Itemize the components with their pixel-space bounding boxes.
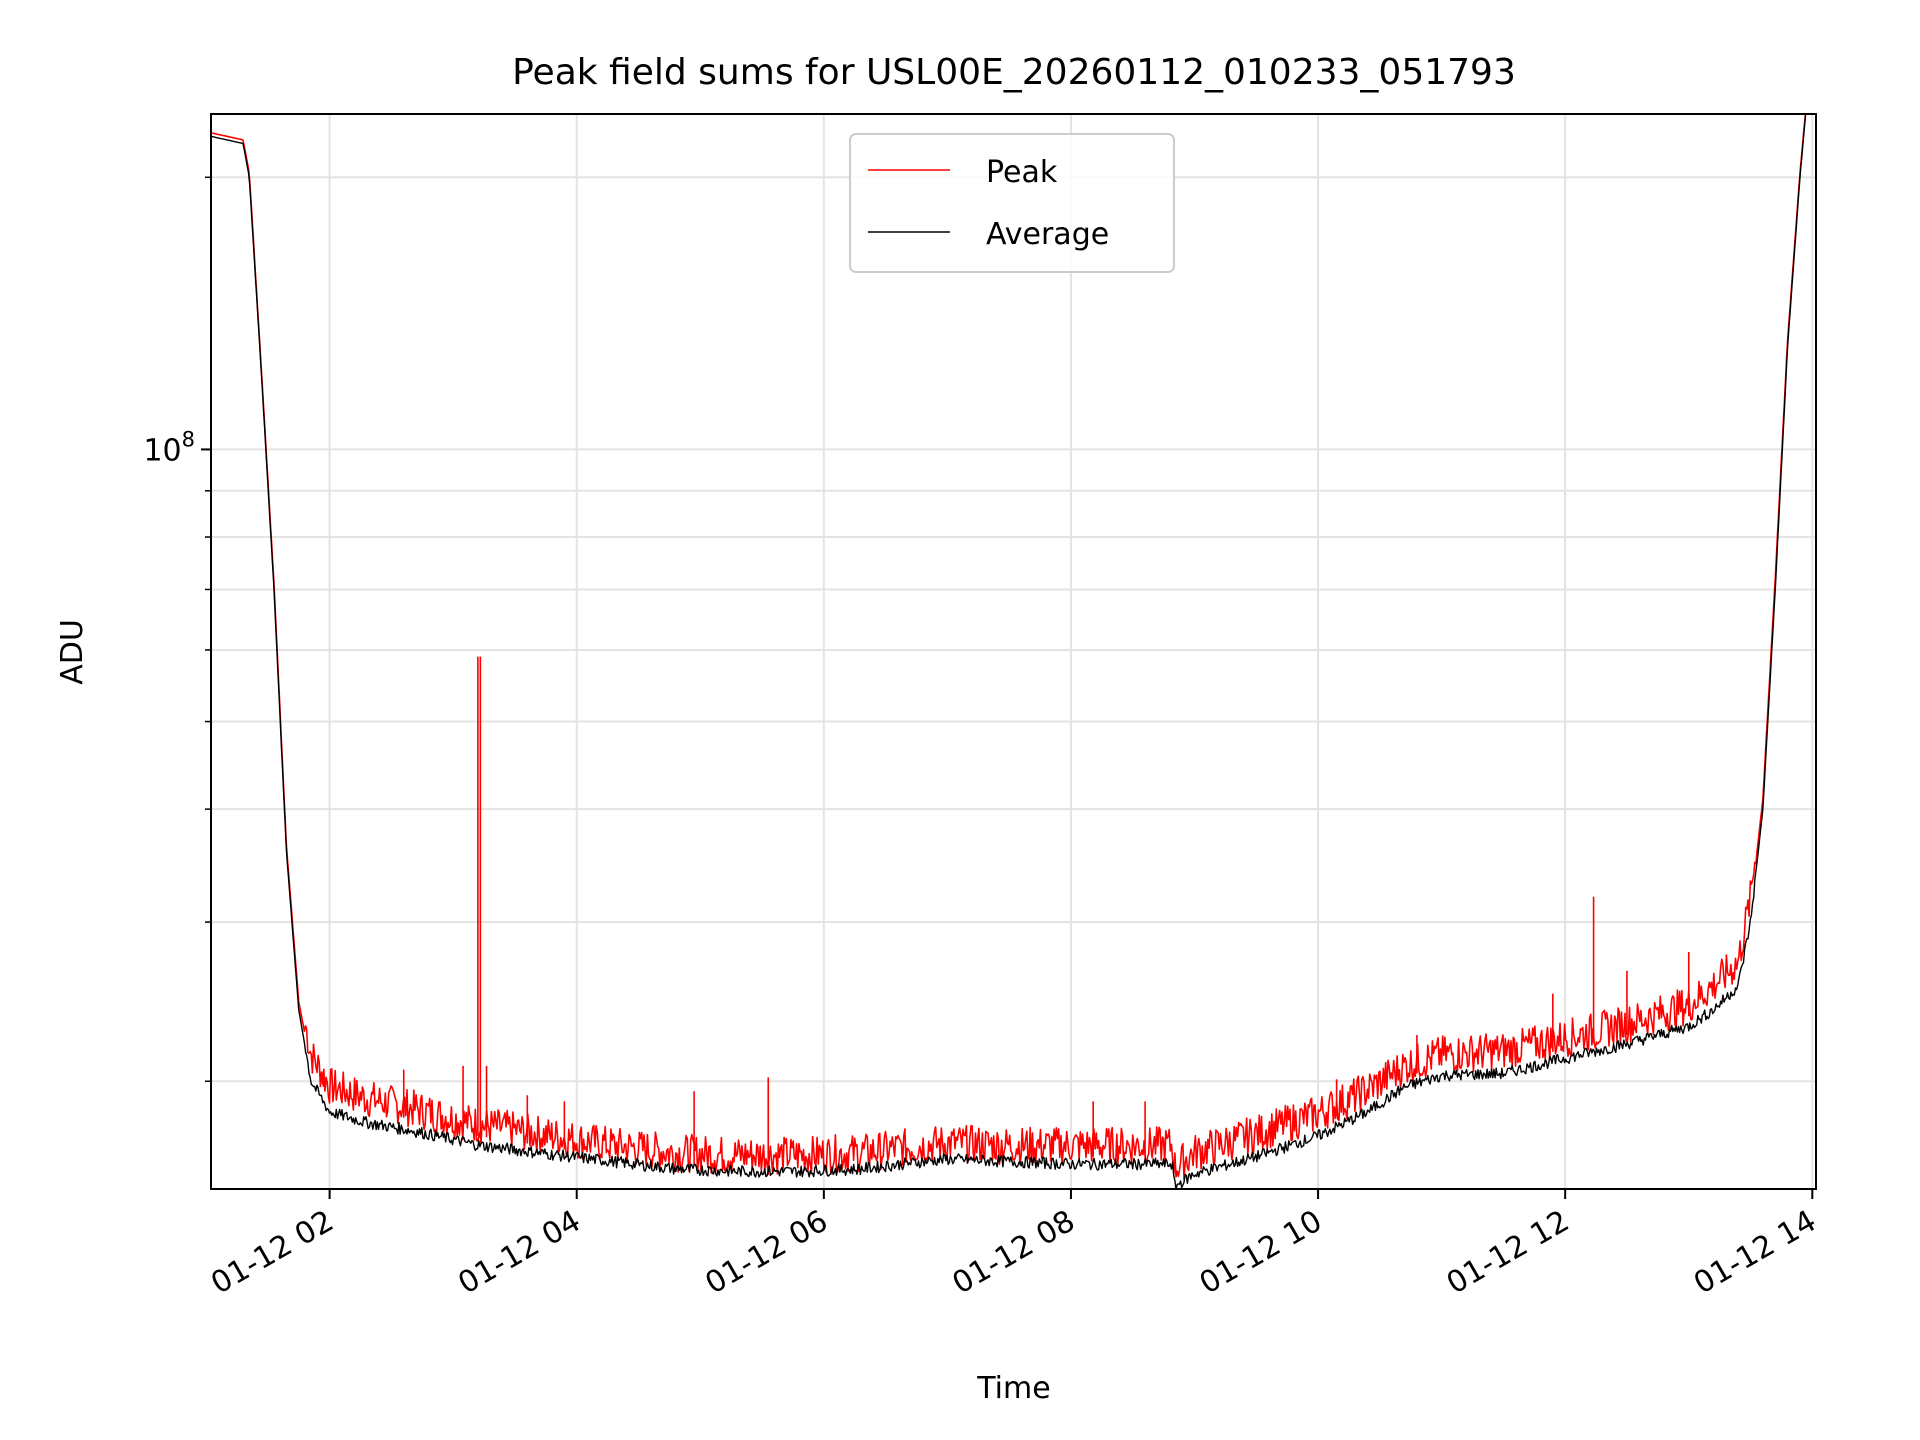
series-layer <box>211 114 1807 1189</box>
plot-frame <box>210 113 1817 1190</box>
peak-series-line <box>211 114 1807 1181</box>
average-series-line <box>211 114 1807 1189</box>
y-tick-label: 108 <box>143 427 195 468</box>
x-axis-label: Time <box>976 1371 1050 1406</box>
y-axis-label: ADU <box>55 619 90 685</box>
legend-average-label: Average <box>986 217 1109 252</box>
legend-peak-label: Peak <box>986 155 1058 190</box>
legend-box <box>849 133 1175 273</box>
chart-title: Peak field sums for USL00E_20260112_0102… <box>512 52 1516 93</box>
legend: Peak Average <box>849 133 1175 273</box>
